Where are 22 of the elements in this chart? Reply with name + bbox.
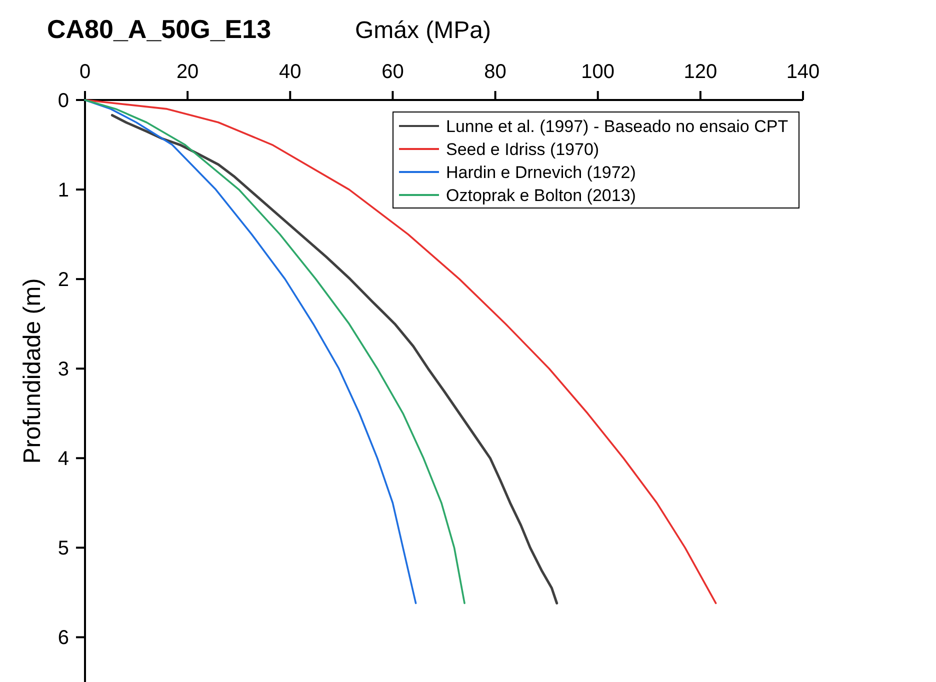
y-tick-label: 6 bbox=[58, 627, 69, 650]
x-tick-label: 100 bbox=[581, 61, 615, 83]
legend-label: Seed e Idriss (1970) bbox=[446, 140, 600, 159]
y-tick-label: 2 bbox=[58, 269, 69, 292]
x-tick-label: 40 bbox=[279, 61, 302, 83]
x-tick-label: 20 bbox=[176, 61, 199, 83]
legend-label: Hardin e Drnevich (1972) bbox=[446, 162, 636, 182]
y-tick-label: 1 bbox=[58, 180, 69, 202]
y-tick-label: 3 bbox=[58, 358, 69, 381]
y-axis-title: Profundidade (m) bbox=[19, 278, 46, 464]
chart-title: CA80_A_50G_E13 bbox=[47, 14, 272, 44]
y-tick-label: 4 bbox=[58, 448, 69, 470]
y-tick-label: 0 bbox=[58, 90, 69, 112]
x-tick-label: 120 bbox=[684, 61, 718, 83]
x-tick-label: 80 bbox=[484, 61, 506, 83]
x-tick-label: 0 bbox=[79, 61, 91, 83]
y-tick-label: 5 bbox=[58, 538, 69, 560]
x-tick-label: 60 bbox=[382, 61, 404, 83]
x-axis-title: Gmáx (MPa) bbox=[355, 17, 492, 44]
legend-label: Oztoprak e Bolton (2013) bbox=[446, 186, 636, 205]
legend-label: Lunne et al. (1997) - Baseado no ensaio CPT bbox=[446, 116, 788, 136]
x-tick-label: 140 bbox=[786, 61, 820, 83]
